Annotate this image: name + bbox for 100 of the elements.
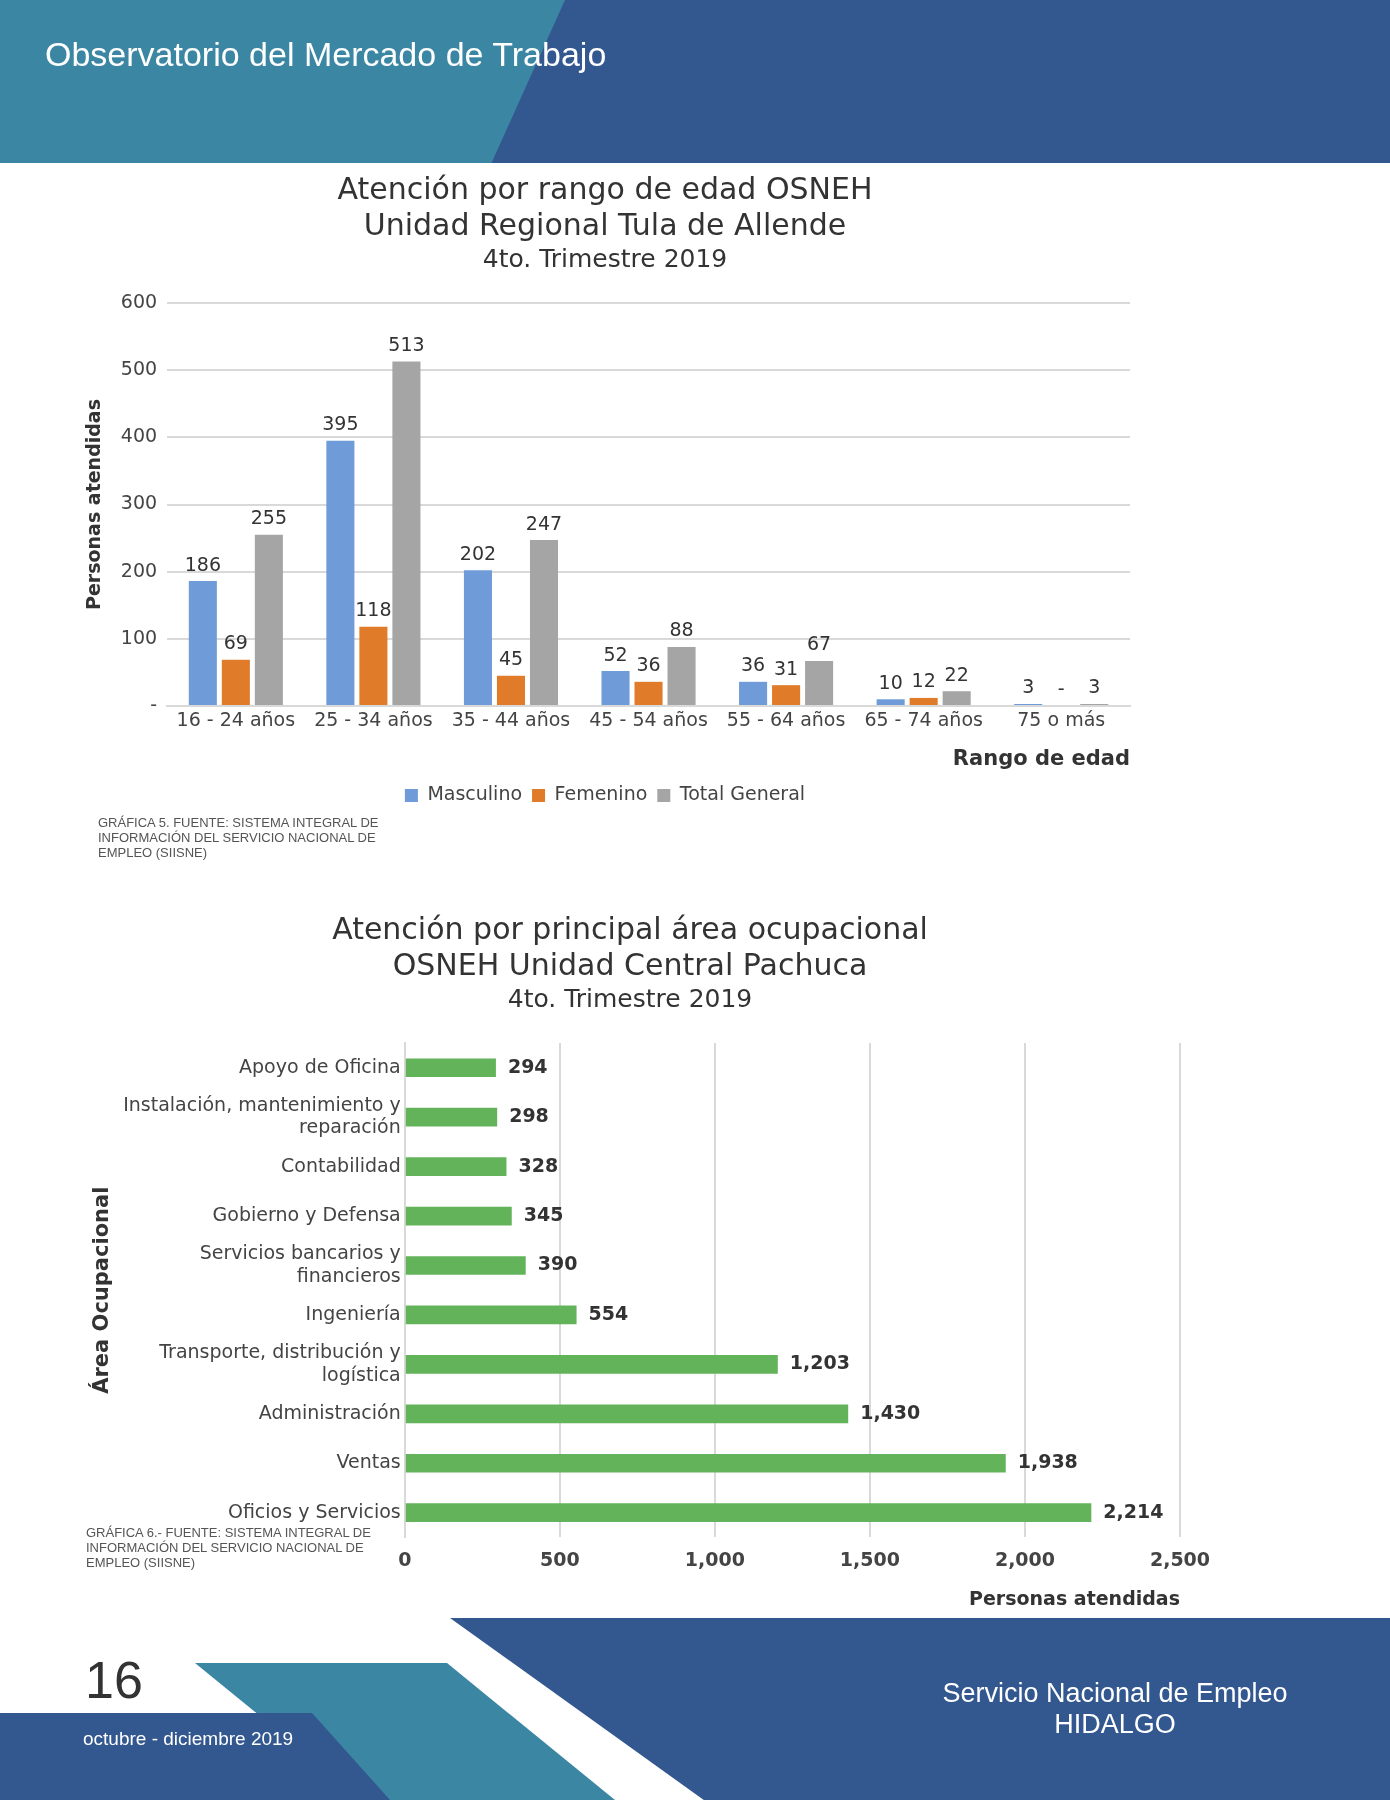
y-tick-label: Contabilidad [281, 1153, 401, 1176]
x-tick-label: 0 [398, 1547, 412, 1570]
data-label: 12 [911, 669, 936, 692]
data-label: 3 [1022, 675, 1035, 698]
bar [772, 685, 801, 705]
data-label: 202 [459, 541, 497, 564]
data-label: 2,214 [1103, 1499, 1164, 1522]
data-label: 10 [878, 670, 903, 693]
bar [405, 1107, 498, 1127]
y-tick-label: 600 [120, 289, 158, 312]
text: Observatorio del Mercado de Trabajo [45, 35, 607, 74]
text: octubre - diciembre 2019 [83, 1728, 294, 1750]
data-label: 1,430 [860, 1400, 921, 1423]
y-tick-label: Ingeniería [305, 1301, 401, 1324]
bar [405, 1206, 512, 1226]
y-tick-label: Apoyo de Oficina [239, 1054, 401, 1077]
data-label: 395 [322, 412, 359, 435]
data-label: 22 [944, 662, 969, 685]
y-tick-label: Servicios bancarios y financieros [199, 1241, 401, 1286]
bar [496, 675, 525, 705]
x-tick-label: 55 - 64 años [726, 708, 846, 731]
bar [405, 1404, 849, 1424]
y-axis-title: Área Ocupacional [88, 1186, 114, 1394]
bar [739, 681, 768, 705]
text: 16 [85, 1650, 143, 1710]
bar [601, 671, 630, 705]
data-label: 1,938 [1017, 1450, 1078, 1473]
data-label: 67 [807, 632, 832, 655]
bar [909, 697, 938, 705]
data-label: 255 [250, 506, 287, 529]
x-tick-label: 25 - 34 años [314, 708, 433, 731]
data-label: 45 [498, 647, 524, 670]
x-tick-label: 500 [539, 1547, 580, 1570]
y-tick-label: Administración [258, 1400, 401, 1423]
chart-title: Atención por rango de edad OSNEH Unidad Regional Tula de Allende [337, 170, 873, 242]
chart-title: Atención por principal área ocupacional OSNEH Unidad Central Pachuca [332, 910, 928, 982]
bar [405, 1305, 577, 1325]
y-tick-label: Oficios y Servicios [227, 1499, 401, 1522]
x-axis-title: Rango de edad [952, 745, 1130, 770]
data-label: 36 [740, 653, 766, 676]
data-label: 298 [509, 1104, 549, 1127]
y-tick-label: 300 [120, 491, 158, 514]
data-label: 3 [1088, 675, 1101, 698]
x-tick-label: 1,500 [839, 1547, 900, 1570]
y-tick-label: Transporte, distribución y logística [158, 1339, 401, 1385]
data-label: 52 [603, 642, 628, 665]
bar [463, 570, 492, 705]
data-label: 390 [537, 1252, 578, 1275]
data-label: 31 [774, 656, 799, 679]
y-tick-label: 100 [120, 625, 158, 648]
y-tick-label: Ventas [336, 1450, 401, 1473]
y-tick-label: 400 [120, 424, 158, 447]
x-tick-label: 16 - 24 años [176, 708, 296, 731]
bar [188, 581, 217, 705]
bar [254, 534, 283, 705]
bar [876, 699, 905, 705]
bar [405, 1355, 778, 1374]
x-tick-label: 65 - 74 años [864, 708, 983, 731]
data-label: 69 [223, 631, 248, 654]
data-label: 186 [184, 552, 221, 575]
y-tick-label: Gobierno y Defensa [212, 1202, 401, 1225]
text: GRÁFICA 5. FUENTE: SISTEMA INTEGRAL DE INFORMACIÓN DEL SERVICIO NACIONAL DE EMPLEO (SIISNE) [98, 815, 380, 860]
x-axis-title: Personas atendidas [969, 1586, 1180, 1609]
bar [405, 1503, 1092, 1523]
data-label: 247 [525, 511, 563, 534]
bar [805, 661, 834, 705]
bar [326, 440, 355, 705]
x-tick-label: 75 o más [1017, 708, 1106, 731]
y-tick-label: Instalación, mantenimiento y reparación [123, 1092, 401, 1138]
bar [405, 1157, 507, 1176]
y-tick-label: 200 [120, 558, 158, 581]
bar [942, 691, 971, 705]
y-tick-label: 500 [120, 357, 158, 380]
bar [392, 361, 421, 705]
data-label: 554 [588, 1301, 629, 1324]
bar [221, 659, 250, 705]
data-label: - [1057, 677, 1065, 700]
data-label: 328 [518, 1153, 559, 1176]
bar [529, 540, 559, 705]
legend-label: Femenino [554, 782, 648, 805]
text: Servicio Nacional de Empleo HIDALGO [941, 1678, 1289, 1740]
data-label: 88 [669, 618, 694, 641]
data-label: 36 [636, 653, 661, 676]
bar [405, 1058, 496, 1078]
bar [667, 646, 696, 705]
x-tick-label: 1,000 [684, 1547, 745, 1570]
data-label: 345 [523, 1202, 564, 1225]
bar [634, 681, 663, 705]
data-label: 118 [355, 598, 392, 621]
x-tick-label: 2,500 [1149, 1547, 1211, 1570]
y-axis-title: Personas atendidas [82, 399, 105, 610]
bar [405, 1256, 526, 1275]
data-label: 294 [507, 1054, 548, 1077]
chart-subtitle: 4to. Trimestre 2019 [482, 243, 728, 273]
data-label: 1,203 [789, 1351, 850, 1374]
bar [359, 626, 388, 705]
chart-subtitle: 4to. Trimestre 2019 [507, 983, 753, 1013]
x-tick-label: 2,000 [994, 1547, 1056, 1570]
text: GRÁFICA 6.- FUENTE: SISTEMA INTEGRAL DE INFORMACIÓN DEL SERVICIO NACIONAL DE EMPLEO (SIISNE) [86, 1525, 372, 1570]
legend-label: Total General [678, 782, 806, 805]
